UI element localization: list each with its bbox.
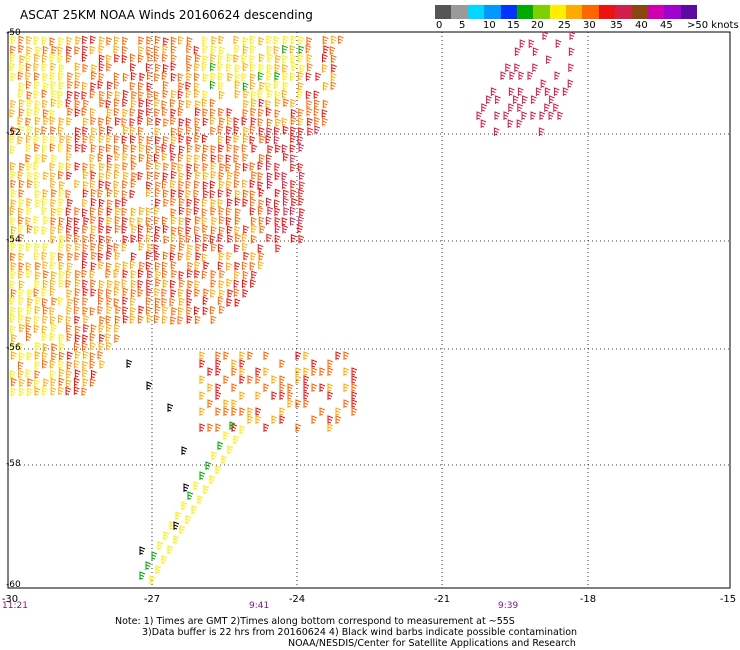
colorbar-segment [516, 5, 534, 19]
wind-speed-colorbar [435, 5, 697, 19]
colorbar-segment [664, 5, 681, 19]
colorbar-segment [467, 5, 485, 19]
colorbar-label: >50 knots [687, 20, 739, 31]
colorbar-segment [451, 5, 468, 19]
lat-label-60: -60 [6, 580, 21, 590]
colorbar-segment [615, 5, 632, 19]
map-title: ASCAT 25KM NOAA Winds 20160624 descendin… [20, 8, 313, 22]
lon-label-24: -24 [288, 594, 306, 605]
colorbar-label: 40 [635, 20, 648, 31]
colorbar-segment [435, 5, 452, 19]
colorbar-segment [598, 5, 616, 19]
lat-label-50: -50 [6, 28, 21, 38]
colorbar-segment [549, 5, 566, 19]
colorbar-segment [582, 5, 599, 19]
grid-lines [8, 32, 730, 588]
colorbar-label: 10 [483, 20, 496, 31]
colorbar-label: 30 [583, 20, 596, 31]
lon-label-30: -30 [1, 594, 19, 605]
colorbar-segment [647, 5, 665, 19]
colorbar-segment [680, 5, 697, 19]
colorbar-label: 5 [459, 20, 466, 31]
lon-label-18: -18 [579, 594, 597, 605]
note-line-2: 3)Data buffer is 22 hrs from 20160624 4)… [142, 627, 578, 638]
lat-label-56: -56 [6, 343, 21, 353]
colorbar-label: 20 [531, 20, 544, 31]
lon-label-15: -15 [719, 594, 737, 605]
note-line-1: Note: 1) Times are GMT 2)Times along bot… [115, 616, 515, 627]
time-label-1121: 11:21 [2, 601, 28, 611]
lat-label-52: -52 [6, 128, 21, 138]
lon-label-27: -27 [143, 594, 161, 605]
time-label-941: 9:41 [249, 601, 270, 611]
colorbar-segment [484, 5, 501, 19]
colorbar-segment [631, 5, 648, 19]
lat-label-54: -54 [6, 235, 21, 245]
time-label-939: 9:39 [498, 601, 519, 611]
colorbar-label: 45 [660, 20, 673, 31]
lat-label-58: -58 [6, 459, 21, 469]
colorbar-label: 15 [507, 20, 520, 31]
note-line-3: NOAA/NESDIS/Center for Satellite Applica… [288, 638, 576, 649]
lon-label-21: -21 [433, 594, 451, 605]
colorbar-segment [533, 5, 550, 19]
wind-barbs [9, 31, 576, 584]
colorbar-label: 0 [436, 20, 443, 31]
colorbar-label: 25 [558, 20, 571, 31]
colorbar-segment [500, 5, 517, 19]
plot-frame [7, 31, 731, 589]
colorbar-label: 35 [610, 20, 623, 31]
colorbar-segment [566, 5, 583, 19]
